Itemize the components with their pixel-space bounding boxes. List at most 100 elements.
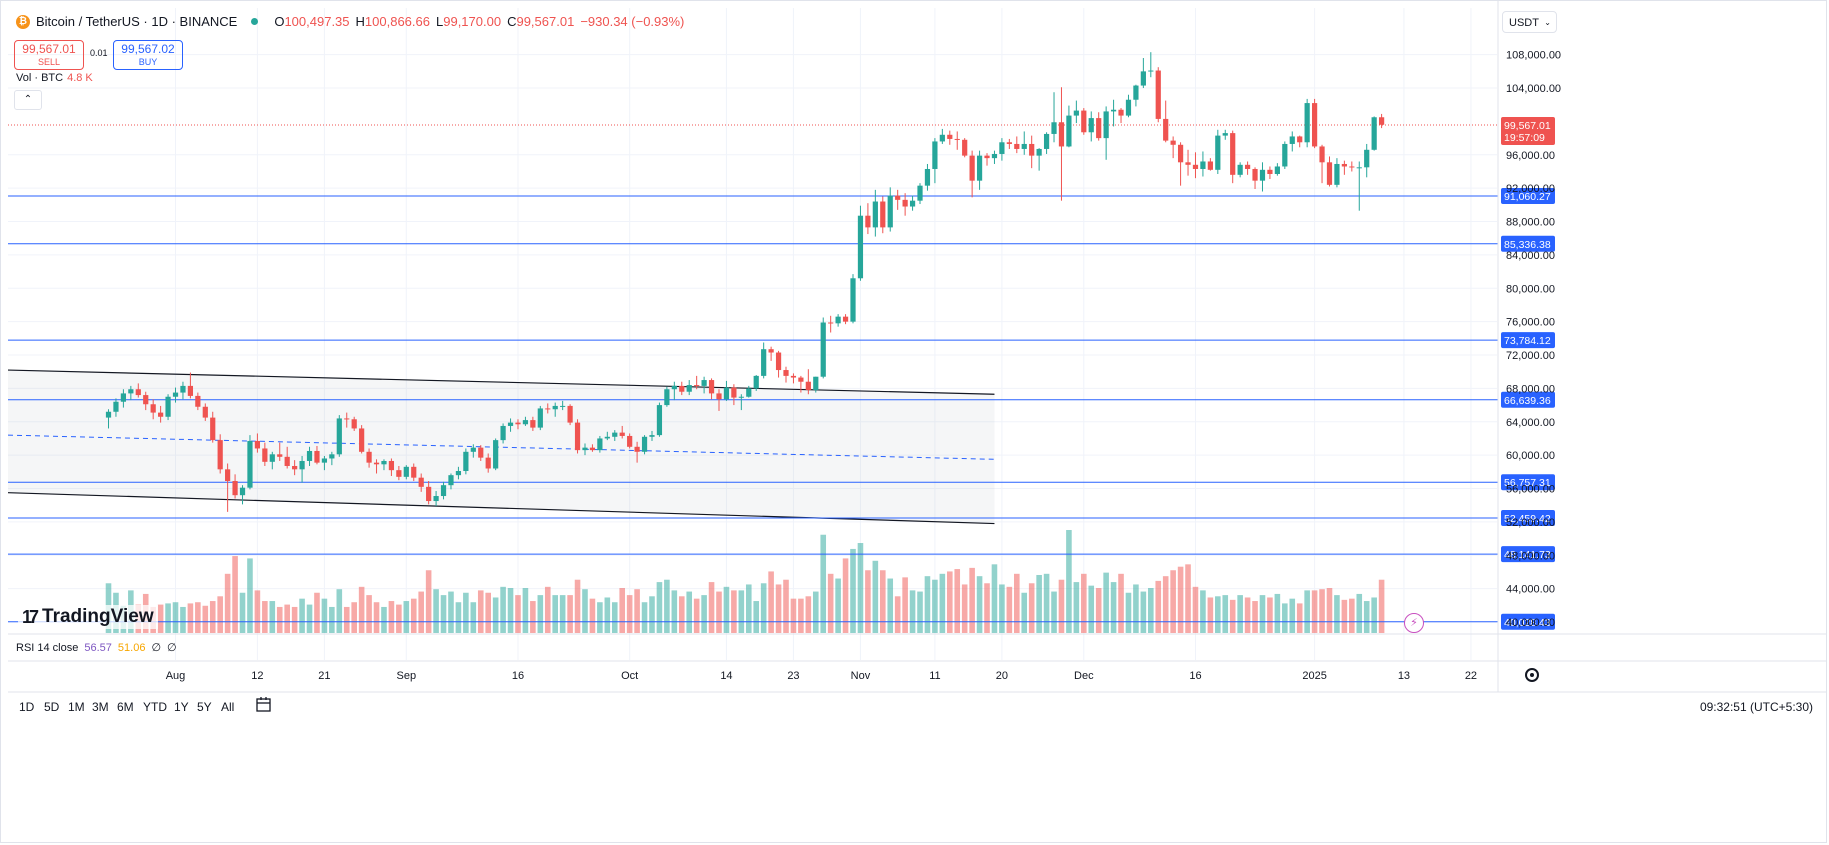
volume-bar [745, 584, 752, 633]
candle-body [366, 451, 372, 463]
volume-bar [485, 592, 491, 633]
buy-label: BUY [138, 57, 158, 67]
time-tick-label: Dec [1074, 670, 1094, 682]
candle-body [828, 322, 834, 324]
volume-bar [329, 606, 335, 633]
candle-body [1148, 70, 1154, 72]
range-1d-button[interactable]: 1D [19, 700, 35, 714]
buy-button[interactable]: 99,567.02 BUY [113, 40, 183, 70]
range-ytd-button[interactable]: YTD [143, 700, 167, 714]
currency-selector[interactable]: USDT ⌄ [1502, 11, 1557, 33]
currency-label: USDT [1509, 17, 1539, 29]
volume-bar [537, 595, 544, 633]
candle-body [381, 460, 387, 465]
level-label: 40,028.43 [1504, 617, 1551, 629]
range-5d-button[interactable]: 5D [44, 700, 60, 714]
candle-body [1237, 164, 1243, 175]
range-1m-button[interactable]: 1M [68, 700, 85, 714]
volume-bar [195, 602, 201, 633]
gear-icon[interactable] [1525, 668, 1539, 682]
volume-bar [455, 602, 462, 633]
candle-body [1036, 148, 1042, 156]
candle-body [761, 349, 767, 376]
sell-button[interactable]: 99,567.01 SELL [14, 40, 84, 70]
price-tick-label: 68,000.00 [1506, 383, 1555, 395]
volume-bar [299, 598, 305, 633]
collapse-legend-button[interactable]: ⌃ [14, 90, 42, 110]
candle-body [463, 451, 469, 471]
lightning-icon[interactable]: ⚡ [1404, 613, 1424, 633]
volume-bar [1148, 588, 1154, 633]
volume-bar [269, 601, 276, 633]
volume-bar [448, 591, 454, 633]
candle-body [195, 395, 201, 407]
level-label: 66,639.36 [1504, 395, 1551, 407]
range-6m-button[interactable]: 6M [117, 700, 134, 714]
candle-body [1371, 117, 1377, 150]
time-tick-label: 22 [1465, 670, 1477, 682]
volume-bar [522, 588, 529, 633]
tradingview-logo[interactable]: 17 TradingView [18, 605, 158, 629]
calendar-icon[interactable] [255, 696, 271, 712]
volume-bar [1326, 588, 1333, 633]
horizontal-levels[interactable]: 91,060.27 85,336.38 73,784.12 66,639.36 56,7… [8, 117, 1555, 630]
volume-bar [1282, 603, 1288, 633]
candle-body [1163, 118, 1169, 141]
volume-bar [798, 598, 804, 633]
range-3m-button[interactable]: 3M [92, 700, 109, 714]
volume-bar [999, 584, 1005, 633]
candle-body [753, 375, 759, 389]
volume-bar [842, 558, 849, 633]
candle-body [1334, 163, 1340, 185]
volume-bar [321, 598, 328, 633]
candle-body [493, 440, 499, 469]
volume-bar [157, 604, 164, 633]
volume-bar [165, 603, 171, 633]
volume-bar [939, 573, 946, 633]
candle-body [158, 412, 164, 417]
volume-bar [1088, 585, 1095, 633]
candle-body [850, 278, 856, 322]
candle-body [210, 417, 216, 441]
price-change: −930.34 (−0.93%) [580, 14, 685, 29]
volume-bar [1200, 590, 1206, 633]
volume-bar [902, 577, 908, 633]
candle-body [641, 436, 648, 452]
candle-body [507, 422, 514, 426]
rsi-legend[interactable]: RSI 14 close 56.57 51.06 ∅ ∅ [16, 641, 177, 654]
volume-bar [1222, 595, 1229, 633]
level-label-bg [1501, 391, 1555, 408]
clock-timezone[interactable]: 09:32:51 (UTC+5:30) [1699, 700, 1813, 714]
volume-bar [239, 592, 246, 633]
volume-bar [1267, 597, 1273, 633]
volume-bar [172, 602, 179, 633]
countdown-label: 19:57:09 [1504, 132, 1545, 144]
candle-body [746, 388, 752, 397]
candle-body [679, 385, 685, 392]
range-1y-button[interactable]: 1Y [174, 700, 189, 714]
candle-body [426, 486, 432, 502]
volume-bar [418, 591, 424, 633]
range-all-button[interactable]: All [221, 700, 235, 714]
volume-bar [1311, 590, 1318, 633]
range-5y-button[interactable]: 5Y [197, 700, 212, 714]
candle-body [560, 405, 566, 407]
candle-body [909, 200, 916, 207]
volume-bar [820, 534, 827, 633]
candle-body [902, 199, 908, 207]
tradingview-name: TradingView [42, 606, 154, 627]
volume-bar [1363, 601, 1370, 633]
candle-body [247, 440, 253, 488]
volume-bar [857, 543, 864, 633]
ohlc-open: O100,497.35 [274, 14, 350, 29]
candle-body [842, 316, 849, 322]
volume-bar [611, 602, 618, 633]
volume-bar [671, 590, 678, 633]
volume-bar [1334, 595, 1340, 633]
rsi-label: RSI 14 close [16, 642, 79, 654]
candle-body [336, 418, 342, 455]
symbol-title[interactable]: Bitcoin / TetherUS · 1D · BINANCE [36, 14, 238, 29]
volume-legend[interactable]: Vol · BTC 4.8 K [16, 72, 93, 84]
volume-bar [1014, 573, 1020, 633]
